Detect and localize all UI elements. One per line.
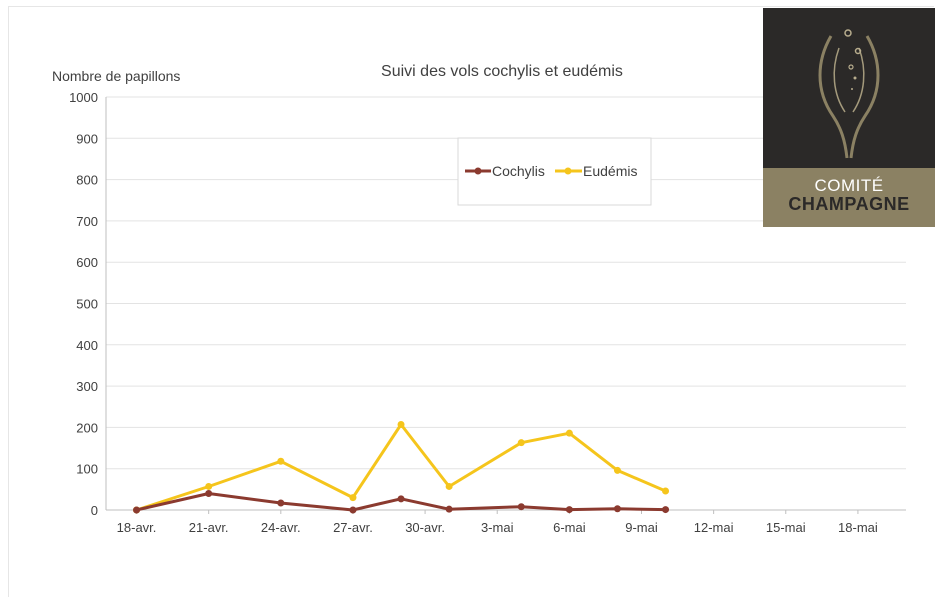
point-eudemis-27-avr. (349, 494, 357, 502)
point-cochylis-4-mai (517, 503, 525, 511)
y-tick-300: 300 (76, 379, 98, 394)
y-axis-label: Nombre de papillons (52, 68, 180, 84)
x-tick-3-mai: 3-mai (481, 520, 514, 535)
point-eudemis-4-mai (517, 439, 525, 447)
chart-title: Suivi des vols cochylis et eudémis (381, 63, 623, 80)
x-tick-18-mai: 18-mai (838, 520, 878, 535)
y-tick-500: 500 (76, 297, 98, 312)
x-tick-21-avr.: 21-avr. (189, 520, 229, 535)
point-eudemis-10-mai (662, 487, 670, 495)
axes (105, 97, 906, 514)
y-tick-labels: 0 100 200 300 400 500 600 700 800 900 1000 (69, 90, 98, 518)
point-eudemis-1-mai (445, 482, 453, 490)
x-tick-12-mai: 12-mai (694, 520, 734, 535)
x-tick-27-avr.: 27-avr. (333, 520, 373, 535)
point-eudemis-29-avr. (397, 421, 405, 429)
point-cochylis-24-avr. (277, 499, 285, 507)
y-tick-800: 800 (76, 173, 98, 188)
chart-frame (8, 6, 934, 597)
series-lines (133, 421, 670, 514)
legend-marker-cochylis (474, 167, 482, 175)
point-eudemis-8-mai (613, 466, 621, 474)
point-cochylis-1-mai (445, 505, 453, 513)
x-tick-6-mai: 6-mai (553, 520, 586, 535)
y-tick-400: 400 (76, 338, 98, 353)
x-tick-15-mai: 15-mai (766, 520, 806, 535)
x-tick-labels: 18-avr. 21-avr. 24-avr. 27-avr. 30-avr. 3-mai… (117, 520, 878, 535)
series-line-cochylis (136, 492, 666, 512)
legend-marker-eudemis (564, 167, 572, 175)
legend-label-cochylis: Cochylis (492, 163, 545, 179)
point-eudemis-6-mai (565, 429, 573, 437)
point-cochylis-27-avr. (349, 506, 357, 514)
point-eudemis-21-avr. (205, 482, 213, 490)
y-tick-700: 700 (76, 214, 98, 229)
champagne-glass-icon (818, 29, 880, 159)
logo-text-champagne: CHAMPAGNE (788, 194, 910, 214)
logo-band: COMITÉ CHAMPAGNE (763, 168, 935, 227)
y-tick-100: 100 (76, 462, 98, 477)
point-cochylis-29-avr. (397, 495, 405, 503)
point-cochylis-6-mai (565, 506, 573, 514)
y-tick-0: 0 (91, 503, 98, 518)
point-cochylis-21-avr. (205, 489, 213, 497)
x-tick-30-avr.: 30-avr. (405, 520, 445, 535)
x-tick-24-avr.: 24-avr. (261, 520, 301, 535)
x-tick-18-avr.: 18-avr. (117, 520, 157, 535)
logo-text-comite: COMITÉ (814, 176, 884, 195)
legend: Cochylis Eudémis (457, 137, 652, 206)
comite-champagne-logo: COMITÉ CHAMPAGNE (763, 8, 935, 227)
series-line-eudemis (136, 423, 667, 512)
point-cochylis-10-mai (662, 506, 670, 514)
y-tick-200: 200 (76, 420, 98, 435)
y-tick-600: 600 (76, 255, 98, 270)
y-tick-900: 900 (76, 131, 98, 146)
point-eudemis-24-avr. (277, 457, 285, 465)
y-tick-1000: 1000 (69, 90, 98, 105)
point-cochylis-18-avr. (133, 506, 141, 514)
legend-label-eudemis: Eudémis (583, 163, 637, 179)
x-tick-9-mai: 9-mai (625, 520, 658, 535)
point-cochylis-8-mai (613, 505, 621, 513)
